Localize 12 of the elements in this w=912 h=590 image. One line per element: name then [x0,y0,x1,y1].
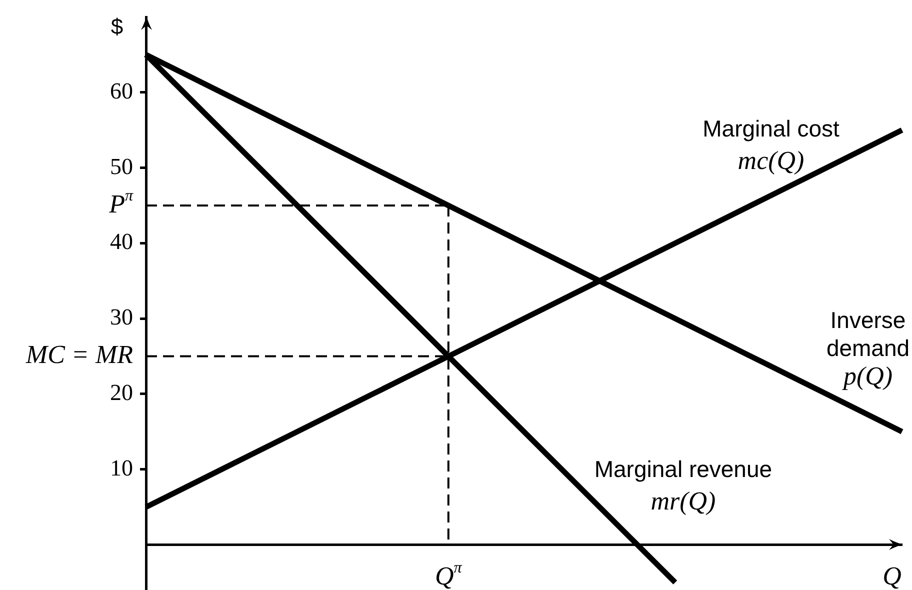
y-tick-label: 30 [110,304,133,330]
y-axis-title: $ [110,14,124,40]
y-tick-label: 20 [110,380,133,406]
series-label: Marginal revenue mr(Q) [594,456,772,516]
y-tick-label: 10 [110,455,133,480]
series-label: Inverse demand p(Q) [826,307,910,390]
y-tick-label: 60 [110,78,133,104]
y-tick-label: MC = MR [24,340,134,370]
x-axis-title: Q [882,562,902,590]
series-label: Marginal cost mc(Q) [702,115,840,175]
y-tick-label: 40 [110,229,133,254]
y-tick-label: 50 [110,154,133,179]
